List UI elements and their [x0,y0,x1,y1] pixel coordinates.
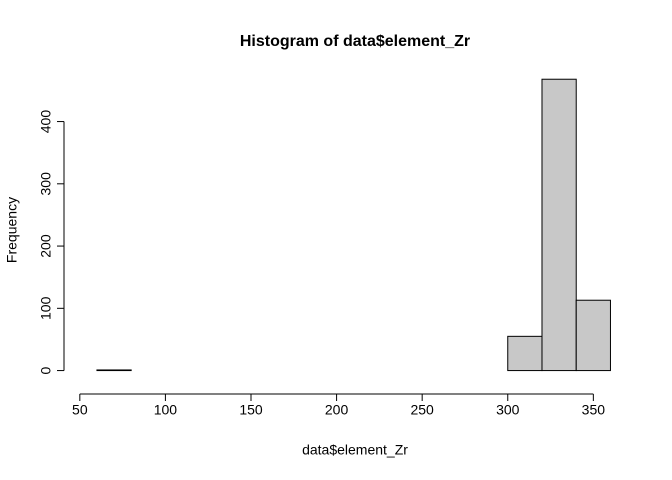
x-tick-label: 150 [239,402,263,418]
y-tick-label: 400 [38,110,54,134]
bar [541,78,577,372]
x-tick-label: 300 [496,402,520,418]
bar [507,335,543,372]
x-tick-label: 350 [582,402,606,418]
y-tick-label: 100 [38,296,54,320]
y-tick-label: 300 [38,172,54,196]
chart-title: Histogram of data$element_Zr [240,33,470,50]
bar [575,299,611,372]
x-tick-label: 250 [410,402,434,418]
x-axis-label: data$element_Zr [302,442,408,458]
y-axis-label: Frequency [4,197,20,263]
x-tick-label: 200 [325,402,349,418]
bar [96,369,132,372]
x-tick-label: 50 [72,402,88,418]
y-tick-label: 0 [38,366,54,374]
y-tick-label: 200 [38,234,54,258]
x-tick-label: 100 [154,402,178,418]
